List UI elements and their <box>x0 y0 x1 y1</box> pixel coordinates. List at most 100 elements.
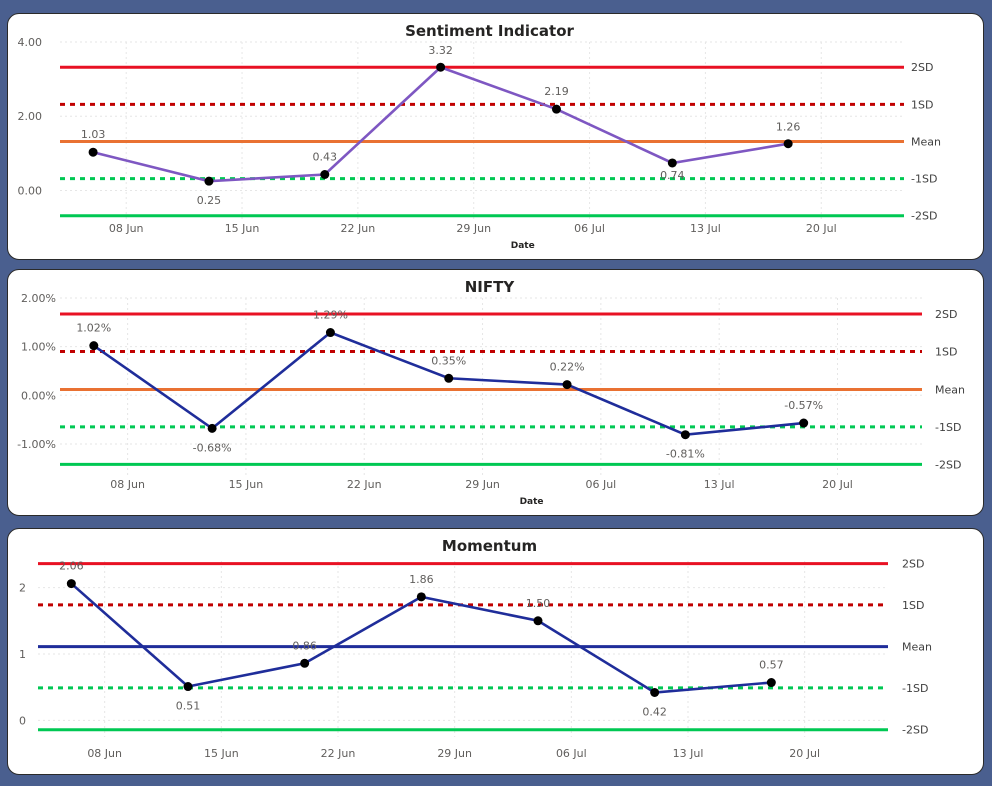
momentum-chart: Momentum 08 Jun 15 Jun 22 Jun 29 Jun 06 Jul 13… <box>19 537 932 760</box>
x-tick-label: 08 Jun <box>87 747 122 760</box>
data-point <box>533 616 543 626</box>
data-label: 0.43 <box>313 150 338 163</box>
reference-label: Mean <box>935 383 965 396</box>
data-label: 2.06 <box>59 560 84 573</box>
y-tick-label: 0.00% <box>21 389 56 402</box>
data-label: 0.35% <box>431 354 466 367</box>
data-point <box>204 176 214 186</box>
x-tick-label: 29 Jun <box>437 747 472 760</box>
data-point <box>650 688 660 698</box>
x-tick-label: 20 Jul <box>806 222 837 235</box>
reference-label: -2SD <box>902 724 928 737</box>
data-point <box>783 139 793 149</box>
data-label: -0.68% <box>193 441 232 454</box>
reference-label: 1SD <box>911 98 933 111</box>
y-tick-label: 4.00 <box>18 36 43 49</box>
chart-title: Momentum <box>442 537 537 555</box>
data-point <box>300 658 310 668</box>
data-point <box>183 682 193 692</box>
x-tick-label: 08 Jun <box>110 478 145 491</box>
data-point <box>325 328 335 338</box>
reference-label: -2SD <box>935 458 961 471</box>
reference-label: Mean <box>911 135 941 148</box>
x-axis-title: Date <box>511 241 535 251</box>
data-point <box>444 373 454 383</box>
x-tick-label: 29 Jun <box>465 478 500 491</box>
nifty-chart: NIFTY 08 Jun 15 Jun 22 Jun 29 Jun 06 Jul 13 Ju… <box>17 278 965 507</box>
x-tick-label: 22 Jun <box>347 478 382 491</box>
data-label: 0.25 <box>197 194 222 207</box>
data-point <box>207 423 217 433</box>
x-tick-label: 13 Jul <box>673 747 704 760</box>
data-point <box>89 341 99 351</box>
reference-label: 2SD <box>935 308 957 321</box>
data-label: 1.03 <box>81 128 106 141</box>
data-label: 1.29% <box>313 309 348 322</box>
y-tick-label: 2.00% <box>21 292 56 305</box>
reference-label: 2SD <box>911 61 933 74</box>
sentiment-indicator-chart: Sentiment Indicator 08 Jun 15 Jun 22 Jun 29 … <box>18 22 941 251</box>
data-label: 2.19 <box>544 85 569 98</box>
data-point <box>562 380 572 390</box>
reference-label: -1SD <box>902 682 928 695</box>
x-tick-label: 15 Jun <box>225 222 260 235</box>
y-tick-label: 1.00% <box>21 341 56 354</box>
x-tick-label: 15 Jun <box>229 478 264 491</box>
data-label: 3.32 <box>428 44 453 57</box>
data-point <box>320 169 330 179</box>
data-point <box>436 62 446 72</box>
x-tick-label: 15 Jun <box>204 747 239 760</box>
data-point <box>667 158 677 168</box>
data-label: -0.81% <box>666 448 705 461</box>
series-line <box>93 331 804 437</box>
data-label: 0.57 <box>759 659 784 672</box>
y-tick-label: -1.00% <box>17 438 56 451</box>
chart-title: NIFTY <box>465 278 516 296</box>
y-tick-label: 1 <box>19 648 26 661</box>
x-tick-label: 22 Jun <box>341 222 376 235</box>
data-label: -0.57% <box>784 399 823 412</box>
y-tick-label: 2 <box>19 582 26 595</box>
y-tick-label: 2.00 <box>18 110 43 123</box>
reference-label: -1SD <box>935 421 961 434</box>
data-point <box>416 592 426 602</box>
data-label: 1.86 <box>409 573 434 586</box>
reference-label: 1SD <box>902 599 924 612</box>
data-label: 0.51 <box>176 700 201 713</box>
series-line <box>92 65 789 183</box>
data-point <box>66 579 76 589</box>
x-axis-title: Date <box>520 497 544 507</box>
sentiment-indicator-panel: Sentiment Indicator 08 Jun 15 Jun 22 Jun 29 … <box>7 13 984 260</box>
data-point <box>680 430 690 440</box>
data-point <box>766 678 776 688</box>
data-label: 0.86 <box>292 639 317 652</box>
data-label: 0.42 <box>642 706 667 719</box>
data-point <box>799 418 809 428</box>
reference-label: 1SD <box>935 346 957 359</box>
x-tick-label: 13 Jul <box>690 222 721 235</box>
chart-title: Sentiment Indicator <box>405 22 574 40</box>
x-tick-label: 08 Jun <box>109 222 144 235</box>
data-point <box>551 104 561 114</box>
data-label: 0.74 <box>660 169 685 182</box>
reference-label: 2SD <box>902 558 924 571</box>
x-tick-label: 13 Jul <box>704 478 735 491</box>
momentum-panel: Momentum 08 Jun 15 Jun 22 Jun 29 Jun 06 Jul 13… <box>7 528 984 775</box>
reference-label: Mean <box>902 641 932 654</box>
data-label: 1.50 <box>526 597 551 610</box>
y-tick-label: 0.00 <box>18 184 43 197</box>
x-tick-label: 20 Jul <box>822 478 853 491</box>
reference-label: -2SD <box>911 210 937 223</box>
data-point <box>88 147 98 157</box>
x-tick-label: 20 Jul <box>789 747 820 760</box>
data-label: 1.02% <box>76 322 111 335</box>
x-tick-label: 06 Jul <box>556 747 587 760</box>
x-tick-label: 22 Jun <box>321 747 356 760</box>
data-label: 0.22% <box>550 361 585 374</box>
data-label: 1.26 <box>776 121 801 134</box>
x-tick-label: 06 Jul <box>585 478 616 491</box>
y-tick-label: 0 <box>19 714 26 727</box>
x-tick-label: 06 Jul <box>574 222 605 235</box>
reference-label: -1SD <box>911 173 937 186</box>
nifty-panel: NIFTY 08 Jun 15 Jun 22 Jun 29 Jun 06 Jul 13 Ju… <box>7 269 984 516</box>
